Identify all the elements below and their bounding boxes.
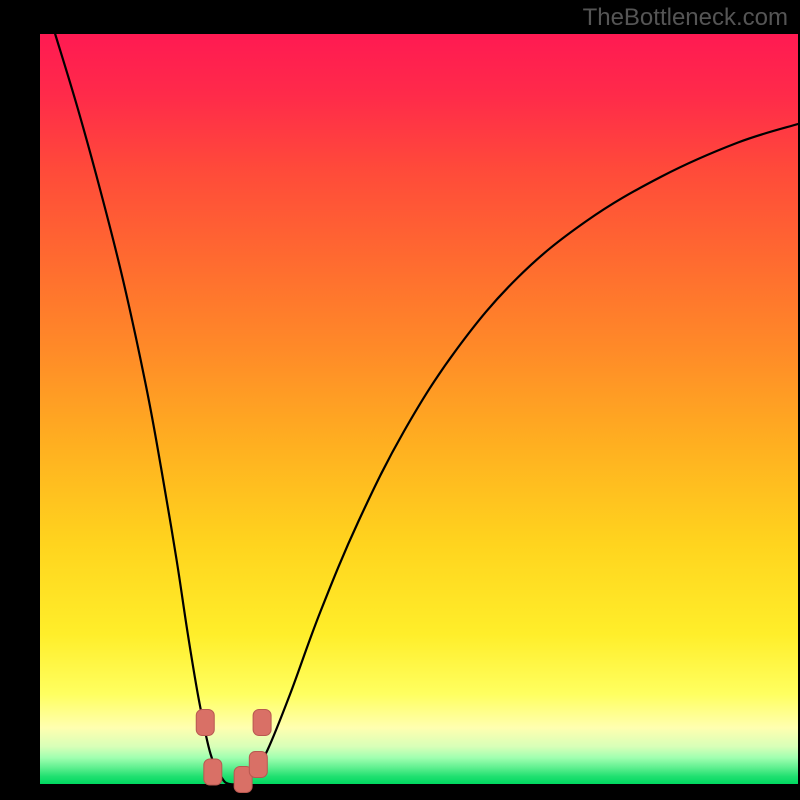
watermark-text: TheBottleneck.com (583, 4, 788, 32)
bottleneck-chart (0, 0, 800, 800)
chart-marker (204, 759, 222, 785)
chart-container: TheBottleneck.com (0, 0, 800, 800)
plot-background (40, 34, 798, 784)
chart-marker (196, 710, 214, 736)
chart-marker (249, 752, 267, 778)
chart-marker (253, 710, 271, 736)
